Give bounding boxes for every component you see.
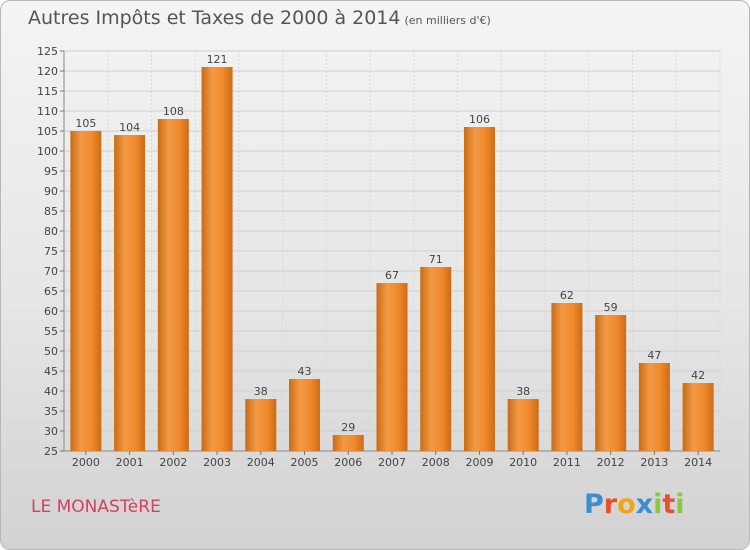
y-tick-label: 90 bbox=[44, 185, 58, 198]
x-tick-label-2002: 2002 bbox=[159, 456, 187, 469]
axes: 25 30 35 40 45 50 55 60 65 70 75 80 85 90 95 100 105 110 1… bbox=[37, 45, 720, 469]
x-tick-label-2005: 2005 bbox=[291, 456, 319, 469]
logo-letter: t bbox=[662, 489, 676, 520]
logo-letter: o bbox=[617, 489, 636, 520]
x-tick-label-2001: 2001 bbox=[116, 456, 144, 469]
y-tick-label: 80 bbox=[44, 225, 58, 238]
bar-2009 bbox=[463, 127, 495, 451]
chart-title-unit: (en milliers d'€) bbox=[404, 14, 491, 27]
x-tick-label-2008: 2008 bbox=[422, 456, 450, 469]
x-tick-label-2010: 2010 bbox=[509, 456, 537, 469]
y-tick-label: 60 bbox=[44, 305, 58, 318]
value-label-2007: 67 bbox=[385, 269, 399, 282]
logo-letter: i bbox=[653, 489, 663, 520]
y-tick-label: 115 bbox=[37, 85, 58, 98]
x-tick-label-2009: 2009 bbox=[465, 456, 493, 469]
value-label-2008: 71 bbox=[429, 253, 443, 266]
value-label-2004: 38 bbox=[254, 385, 268, 398]
y-tick-label: 70 bbox=[44, 265, 58, 278]
x-tick-label-2014: 2014 bbox=[684, 456, 712, 469]
commune-name: LE MONASTèRE bbox=[31, 497, 161, 517]
proxiti-logo[interactable]: Proxiti bbox=[584, 489, 685, 520]
y-tick-label: 65 bbox=[44, 285, 58, 298]
y-tick-label: 120 bbox=[37, 65, 58, 78]
value-label-2000: 105 bbox=[75, 117, 96, 130]
value-label-2014: 42 bbox=[691, 369, 705, 382]
y-tick-label: 75 bbox=[44, 245, 58, 258]
y-tick-label: 105 bbox=[37, 125, 58, 138]
value-label-2012: 59 bbox=[604, 301, 618, 314]
bar-2014 bbox=[682, 383, 714, 451]
value-label-2006: 29 bbox=[341, 421, 355, 434]
x-tick-label-2007: 2007 bbox=[378, 456, 406, 469]
value-label-2001: 104 bbox=[119, 121, 140, 134]
y-tick-label: 100 bbox=[37, 145, 58, 158]
chart-title: Autres Impôts et Taxes de 2000 à 2014 (en… bbox=[28, 7, 491, 29]
y-tick-label: 45 bbox=[44, 365, 58, 378]
x-tick-label-2000: 2000 bbox=[72, 456, 100, 469]
bars bbox=[70, 67, 714, 451]
bar-2008 bbox=[420, 267, 452, 451]
bar-2005 bbox=[289, 379, 321, 451]
y-tick-label: 25 bbox=[44, 445, 58, 458]
y-tick-label: 125 bbox=[37, 45, 58, 58]
value-label-2002: 108 bbox=[163, 105, 184, 118]
value-labels: 105 104 108 121 38 43 29 67 71 106 38 62 59 47 42 bbox=[75, 53, 705, 434]
bar-2007 bbox=[376, 283, 408, 451]
chart-title-text: Autres Impôts et Taxes de 2000 à 2014 bbox=[28, 7, 401, 29]
value-label-2005: 43 bbox=[298, 365, 312, 378]
y-tick-label: 110 bbox=[37, 105, 58, 118]
value-label-2011: 62 bbox=[560, 289, 574, 302]
bar-2004 bbox=[245, 399, 277, 451]
value-label-2003: 121 bbox=[207, 53, 228, 66]
logo-letter: i bbox=[675, 489, 685, 520]
value-label-2010: 38 bbox=[516, 385, 530, 398]
y-tick-label: 55 bbox=[44, 325, 58, 338]
bar-2011 bbox=[551, 303, 583, 451]
x-tick-label-2011: 2011 bbox=[553, 456, 581, 469]
y-tick-label: 85 bbox=[44, 205, 58, 218]
y-tick-label: 40 bbox=[44, 385, 58, 398]
y-tick-label: 35 bbox=[44, 405, 58, 418]
bar-2012 bbox=[595, 315, 627, 451]
bar-2013 bbox=[638, 363, 670, 451]
x-tick-label-2012: 2012 bbox=[597, 456, 625, 469]
x-tick-label-2006: 2006 bbox=[334, 456, 362, 469]
x-tick-label-2004: 2004 bbox=[247, 456, 275, 469]
value-label-2013: 47 bbox=[647, 349, 661, 362]
logo-letter: r bbox=[603, 489, 618, 520]
bar-2001 bbox=[114, 135, 146, 451]
bar-2002 bbox=[157, 119, 189, 451]
value-label-2009: 106 bbox=[469, 113, 490, 126]
bar-2006 bbox=[332, 435, 364, 451]
bar-2000 bbox=[70, 131, 102, 451]
y-tick-label: 95 bbox=[44, 165, 58, 178]
y-tick-label: 50 bbox=[44, 345, 58, 358]
x-tick-label-2013: 2013 bbox=[640, 456, 668, 469]
y-tick-label: 30 bbox=[44, 425, 58, 438]
logo-letter: P bbox=[584, 489, 604, 520]
logo-letter: x bbox=[635, 489, 654, 520]
bar-2010 bbox=[507, 399, 539, 451]
bar-2003 bbox=[201, 67, 233, 451]
x-tick-label-2003: 2003 bbox=[203, 456, 231, 469]
